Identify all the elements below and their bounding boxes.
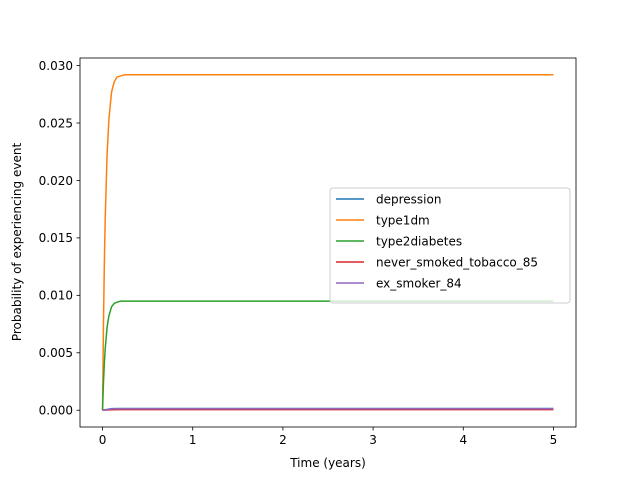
series-line-never-smoked-tobacco-85 <box>102 408 554 411</box>
y-tick-label: 0.020 <box>39 174 73 188</box>
x-axis-ticks: 0 1 2 3 4 5 <box>99 427 558 447</box>
x-axis-label: Time (years) <box>289 456 366 470</box>
legend-label: never_smoked_tobacco_85 <box>376 255 538 269</box>
y-tick-label: 0.030 <box>39 59 73 73</box>
legend-label: type2diabetes <box>376 234 462 248</box>
legend-label: depression <box>376 192 441 206</box>
legend-label: type1dm <box>376 213 430 227</box>
y-tick-label: 0.025 <box>39 116 73 130</box>
y-tick-label: 0.010 <box>39 289 73 303</box>
y-axis-label: Probability of experiencing event <box>10 143 24 342</box>
plot-frame <box>79 57 577 428</box>
series-layer <box>101 74 554 411</box>
x-tick-label: 0 <box>99 433 107 447</box>
x-tick-label: 4 <box>459 433 467 447</box>
y-tick-label: 0.005 <box>39 346 73 360</box>
y-tick-label: 0.015 <box>39 231 73 245</box>
y-tick-label: 0.000 <box>39 404 73 418</box>
legend: depression type1dm type2diabetes never_smok… <box>329 187 571 304</box>
series-line-type2diabetes <box>101 300 554 411</box>
legend-box <box>329 187 571 304</box>
y-axis-ticks: 0.000 0.005 0.010 0.015 0.020 0.025 0.030 <box>39 59 80 418</box>
series-line-ex-smoker-84 <box>102 407 554 411</box>
series-line-type1dm <box>101 74 554 411</box>
x-tick-label: 5 <box>550 433 558 447</box>
x-tick-label: 1 <box>189 433 197 447</box>
x-tick-label: 2 <box>279 433 287 447</box>
legend-label: ex_smoker_84 <box>376 276 462 290</box>
x-tick-label: 3 <box>369 433 377 447</box>
